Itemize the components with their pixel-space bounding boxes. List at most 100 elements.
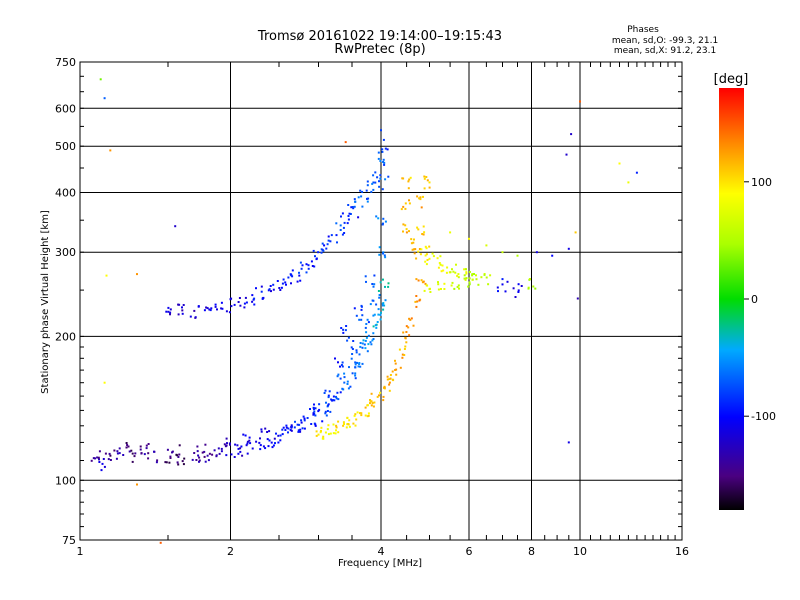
- data-point: [299, 430, 302, 433]
- data-point: [382, 308, 385, 311]
- data-point: [405, 231, 408, 234]
- data-point: [364, 414, 367, 417]
- data-point: [419, 198, 422, 201]
- data-point: [565, 153, 568, 156]
- data-point: [178, 453, 181, 456]
- data-point: [428, 186, 431, 189]
- data-point: [266, 431, 269, 433]
- data-point: [181, 309, 184, 312]
- data-point: [361, 342, 364, 345]
- data-point: [398, 348, 401, 351]
- data-point: [408, 202, 411, 205]
- data-point: [259, 448, 262, 451]
- data-point: [355, 351, 358, 354]
- data-point: [323, 392, 326, 394]
- data-point: [372, 181, 375, 184]
- data-point: [324, 412, 327, 415]
- data-point: [264, 427, 267, 430]
- data-point: [348, 419, 351, 422]
- data-point: [352, 422, 355, 425]
- data-point: [360, 308, 363, 311]
- colorbar: [deg] 100 0 -100: [714, 72, 776, 510]
- data-point: [306, 417, 309, 419]
- data-point: [402, 230, 404, 233]
- data-points: [90, 78, 638, 544]
- data-point: [314, 407, 317, 410]
- data-point: [225, 437, 228, 440]
- data-point: [514, 296, 517, 298]
- y-axis-ticks: 75 100 200 300 400 500 600 750: [55, 56, 682, 547]
- data-point: [378, 253, 381, 256]
- data-point: [432, 255, 435, 258]
- data-point: [220, 307, 223, 310]
- data-point: [273, 437, 276, 440]
- data-point: [103, 97, 106, 100]
- data-point: [381, 304, 384, 307]
- data-point: [182, 304, 185, 306]
- data-point: [328, 390, 331, 393]
- data-point: [497, 290, 499, 293]
- data-point: [353, 205, 356, 208]
- data-point: [416, 195, 419, 198]
- data-point: [359, 345, 362, 348]
- data-point: [116, 452, 119, 455]
- data-point: [258, 441, 261, 444]
- data-point: [130, 449, 133, 452]
- data-point: [301, 264, 304, 267]
- data-point: [428, 245, 431, 248]
- data-point: [181, 312, 184, 315]
- data-point: [379, 177, 382, 180]
- data-point: [234, 443, 237, 446]
- data-point: [463, 268, 466, 271]
- data-point: [335, 234, 338, 237]
- data-point: [97, 456, 100, 459]
- data-point: [225, 310, 228, 313]
- data-point: [454, 271, 457, 274]
- data-point: [437, 283, 440, 286]
- data-point: [337, 420, 340, 423]
- data-point: [391, 370, 394, 373]
- data-point: [237, 447, 240, 450]
- data-point: [291, 269, 294, 272]
- data-point: [372, 314, 375, 317]
- data-point: [174, 225, 177, 228]
- data-point: [196, 445, 199, 448]
- data-point: [375, 326, 378, 329]
- data-point: [122, 454, 125, 456]
- data-point: [377, 217, 380, 220]
- data-point: [377, 313, 380, 316]
- data-point: [332, 423, 335, 426]
- data-point: [298, 274, 301, 277]
- data-point: [167, 310, 170, 313]
- data-point: [233, 303, 236, 306]
- data-point: [404, 224, 407, 227]
- data-point: [407, 326, 410, 329]
- data-point: [404, 202, 407, 205]
- data-point: [248, 439, 251, 442]
- data-point: [343, 372, 346, 375]
- colorbar-label: [deg]: [714, 72, 749, 87]
- data-point: [453, 287, 456, 290]
- data-point: [364, 275, 367, 278]
- data-point: [216, 308, 218, 311]
- data-point: [409, 318, 412, 321]
- data-point: [319, 431, 322, 434]
- data-point: [251, 447, 254, 450]
- data-point: [220, 447, 223, 450]
- data-point: [405, 341, 408, 344]
- data-point: [337, 361, 339, 364]
- data-point: [416, 300, 419, 303]
- data-point: [394, 369, 397, 371]
- data-point: [118, 452, 121, 455]
- data-point: [315, 434, 318, 437]
- data-point: [236, 444, 239, 447]
- data-point: [177, 313, 180, 316]
- data-point: [635, 171, 638, 174]
- data-point: [314, 414, 317, 417]
- data-point: [412, 248, 415, 251]
- data-point: [429, 291, 432, 293]
- data-point: [327, 235, 330, 238]
- data-point: [436, 257, 439, 260]
- x-tick-label: 2: [227, 545, 234, 558]
- data-point: [324, 431, 327, 434]
